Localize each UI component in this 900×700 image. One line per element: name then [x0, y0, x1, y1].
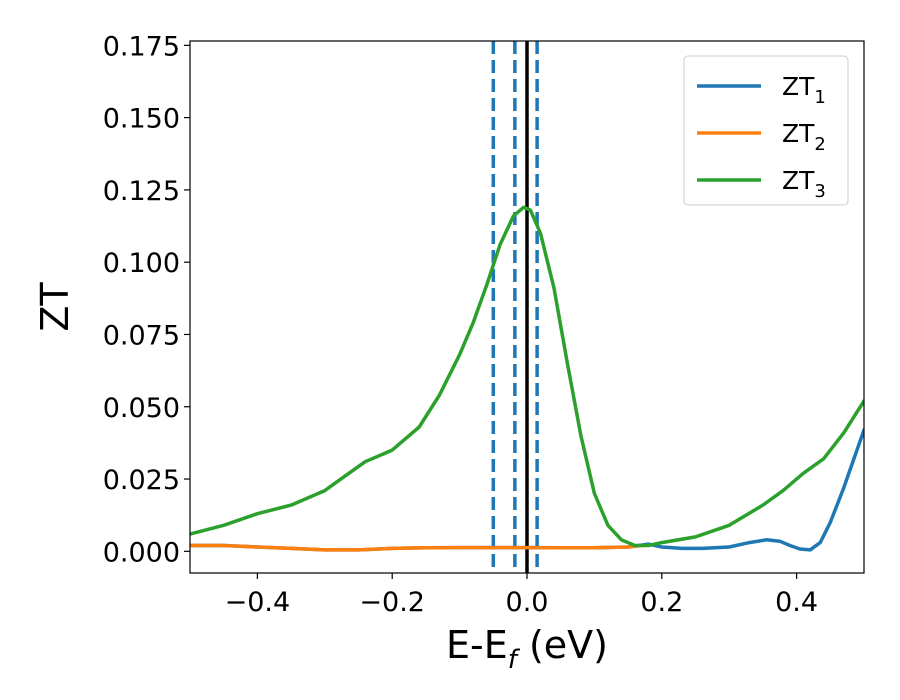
y-tick-label: 0.150	[103, 104, 180, 135]
y-tick-label: 0.100	[103, 248, 180, 279]
y-tick-label: 0.125	[103, 176, 180, 207]
y-axis-label: ZT	[33, 282, 77, 332]
x-tick-label: −0.2	[359, 587, 425, 618]
x-tick-label: 0.0	[506, 587, 549, 618]
series-lines	[190, 205, 864, 552]
legend-box	[683, 55, 849, 206]
x-tick-label: 0.4	[775, 587, 818, 618]
legend: ZT1 ZT2 ZT3	[683, 55, 849, 206]
series-line-2	[190, 543, 644, 552]
reference-lines	[491, 41, 539, 573]
x-tick-label: −0.4	[225, 587, 291, 618]
x-axis: −0.4 −0.2 0.0 0.2 0.4	[225, 573, 818, 618]
y-tick-label: 0.000	[103, 537, 180, 568]
legend-label-1: ZT1	[782, 72, 826, 108]
x-axis-label: E-Ef (eV)	[446, 623, 608, 675]
y-tick-label: 0.050	[103, 393, 180, 424]
y-tick-label: 0.075	[103, 320, 180, 351]
series-line-3	[190, 205, 864, 548]
y-tick-label: 0.025	[103, 465, 180, 496]
y-tick-label: 0.175	[103, 31, 180, 62]
x-tick-label: 0.2	[640, 587, 683, 618]
legend-label-3: ZT3	[782, 166, 826, 202]
y-axis: 0.000 0.025 0.050 0.075 0.100 0.125 0.150 0.175	[103, 31, 190, 568]
legend-label-2: ZT2	[782, 119, 826, 155]
